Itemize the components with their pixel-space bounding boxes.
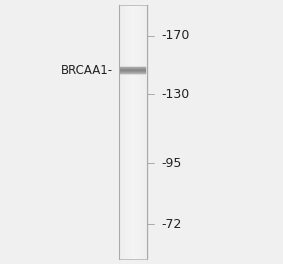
Bar xyxy=(137,5,138,259)
Bar xyxy=(119,5,147,259)
Bar xyxy=(122,5,123,259)
Bar xyxy=(120,68,146,69)
Bar xyxy=(131,5,132,259)
Bar xyxy=(143,5,144,259)
Bar xyxy=(147,5,149,259)
Bar xyxy=(120,69,146,70)
Bar xyxy=(123,5,125,259)
Bar xyxy=(140,5,141,259)
Bar xyxy=(134,5,135,259)
Bar xyxy=(135,5,137,259)
Bar xyxy=(144,5,145,259)
Bar xyxy=(120,70,146,71)
Text: -95: -95 xyxy=(161,157,182,170)
Bar xyxy=(141,5,143,259)
Bar xyxy=(120,72,146,73)
FancyBboxPatch shape xyxy=(120,67,146,74)
Bar xyxy=(129,5,131,259)
Bar xyxy=(125,5,126,259)
Bar xyxy=(120,5,122,259)
Bar xyxy=(132,5,134,259)
Bar xyxy=(119,5,120,259)
Bar xyxy=(120,73,146,74)
Text: -130: -130 xyxy=(161,88,190,101)
Text: -72: -72 xyxy=(161,218,182,230)
Bar xyxy=(138,5,140,259)
Bar xyxy=(126,5,128,259)
Bar xyxy=(146,5,147,259)
Bar xyxy=(128,5,129,259)
Text: BRCAA1-: BRCAA1- xyxy=(61,64,113,77)
Bar xyxy=(120,67,146,68)
Text: -170: -170 xyxy=(161,29,190,42)
Bar xyxy=(120,71,146,72)
